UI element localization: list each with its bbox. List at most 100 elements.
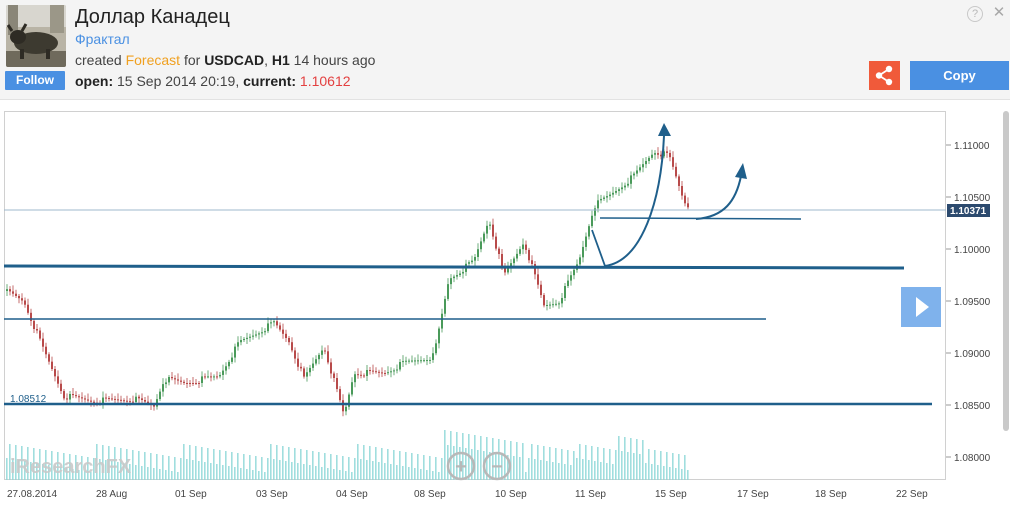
candle-body <box>33 320 35 329</box>
volume-bar <box>588 460 590 480</box>
candle-body <box>573 269 575 276</box>
volume-bar <box>15 445 17 480</box>
copy-button[interactable]: Copy <box>910 61 1009 90</box>
volume-bar <box>141 466 143 480</box>
price-chart[interactable]: 1.11000 1.10500 1.10000 1.09500 1.09000 1.085… <box>3 111 1006 507</box>
volume-bar <box>339 470 341 480</box>
volume-bar <box>315 466 317 480</box>
volume-bar <box>366 460 368 480</box>
candle-body <box>300 366 302 369</box>
candle-body <box>57 376 59 384</box>
candle-body <box>114 398 116 400</box>
candle-body <box>618 189 620 191</box>
volume-bar <box>114 447 116 480</box>
volume-bar <box>618 436 620 480</box>
help-icon[interactable]: ? <box>967 6 983 22</box>
volume-bar <box>198 461 200 480</box>
forecast-curve[interactable] <box>604 135 665 267</box>
x-tick-label: 22 Sep <box>896 489 928 500</box>
zoom-out-button[interactable]: − <box>482 451 512 481</box>
volume-bar <box>546 461 548 480</box>
volume-bar <box>411 453 413 480</box>
candle-body <box>60 383 62 392</box>
candle-body <box>498 248 500 254</box>
age-label: 14 hours ago <box>293 52 376 68</box>
candle-body <box>36 329 38 331</box>
zoom-out-icon: − <box>491 456 503 478</box>
open-value: 15 Sep 2014 20:19, <box>117 73 240 89</box>
volume-bar <box>348 457 350 480</box>
volume-bar <box>648 449 650 480</box>
volume-bar <box>492 438 494 480</box>
candle-body <box>435 343 437 354</box>
candle-body <box>102 397 104 404</box>
candle-body <box>597 200 599 209</box>
volume-bar <box>594 461 596 480</box>
candle-body <box>546 305 548 306</box>
author-link[interactable]: Фрактал <box>75 31 130 47</box>
volume-bar <box>69 454 71 480</box>
volume-bar <box>33 448 35 480</box>
candle-body <box>456 275 458 277</box>
volume-bar <box>87 457 89 480</box>
x-tick-label: 10 Sep <box>495 489 527 500</box>
candle-body <box>549 304 551 306</box>
volume-bar <box>597 447 599 480</box>
candle-body <box>366 370 368 376</box>
avatar[interactable] <box>6 5 66 67</box>
candle-body <box>639 167 641 171</box>
share-button[interactable] <box>869 61 900 90</box>
candle-body <box>357 374 359 376</box>
candle-body <box>495 236 497 249</box>
scrollbar[interactable] <box>1003 111 1009 431</box>
candle-body <box>153 404 155 407</box>
volume-bar <box>159 469 161 480</box>
candle-body <box>351 382 353 395</box>
candle-body <box>489 224 491 226</box>
candle-body <box>609 194 611 197</box>
candle-body <box>108 398 110 399</box>
candle-body <box>438 328 440 344</box>
candle-body <box>135 396 137 403</box>
candle-body <box>216 376 218 378</box>
volume-bar <box>237 453 239 480</box>
y-tick-label: 1.11000 <box>954 141 990 152</box>
follow-button[interactable]: Follow <box>5 71 65 90</box>
candle-body <box>423 360 425 362</box>
volume-bar <box>186 459 188 480</box>
volume-bar <box>570 465 572 480</box>
volume-bar <box>147 467 149 480</box>
candle-body <box>555 303 557 305</box>
candle-body <box>129 401 131 403</box>
volume-bar <box>390 464 392 480</box>
volume-bar <box>525 472 527 480</box>
play-button[interactable] <box>901 287 941 327</box>
volume-bar <box>66 468 68 480</box>
close-icon[interactable]: ✕ <box>992 4 1006 21</box>
candle-body <box>678 176 680 186</box>
volume-bar <box>240 468 242 480</box>
volume-bar <box>297 463 299 480</box>
volume-bar <box>273 459 275 480</box>
volume-bar <box>477 450 479 480</box>
candle-body <box>486 225 488 234</box>
volume-bar <box>381 448 383 480</box>
resistance-line[interactable] <box>3 264 905 270</box>
candle-body <box>198 383 200 384</box>
forecast-link[interactable]: Forecast <box>125 52 181 68</box>
volume-bar <box>462 433 464 480</box>
candle-body <box>27 304 29 313</box>
volume-bar <box>672 453 674 480</box>
open-label: open: <box>75 73 114 89</box>
candle-body <box>675 166 677 177</box>
candle-body <box>348 394 350 407</box>
candle-body <box>648 157 650 161</box>
zoom-in-button[interactable]: + <box>446 451 476 481</box>
candle-body <box>417 360 419 362</box>
secondary-curve[interactable] <box>695 175 742 220</box>
volume-bar <box>96 444 98 480</box>
volume-bar <box>606 463 608 480</box>
candle-body <box>189 383 191 384</box>
candle-body <box>687 203 689 208</box>
volume-bar <box>270 444 272 480</box>
